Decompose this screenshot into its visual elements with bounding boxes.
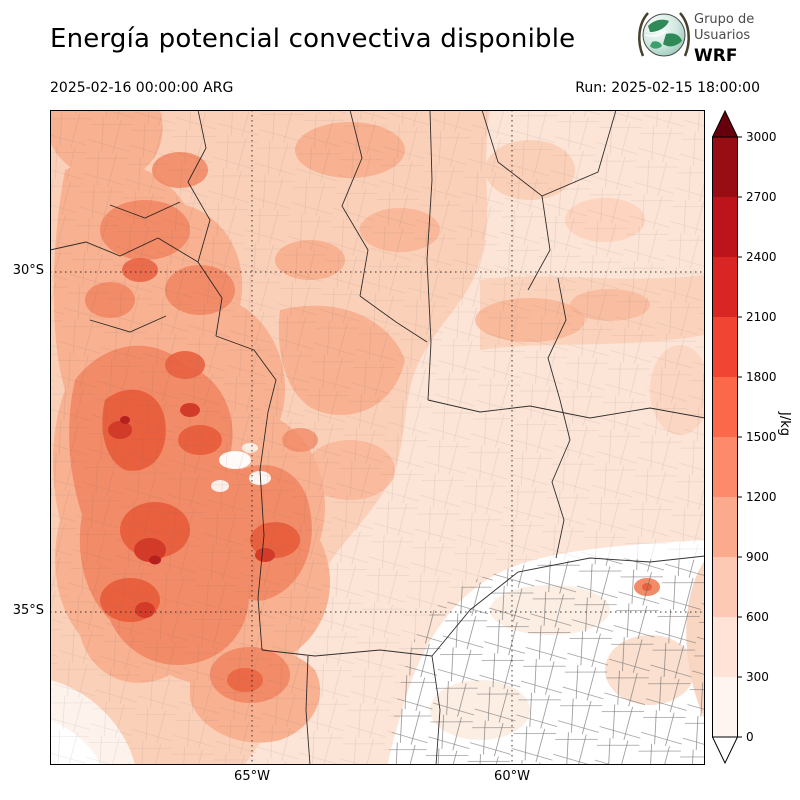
map-frame <box>50 110 705 765</box>
colorbar-segment <box>712 557 738 617</box>
colorbar-units-label: J/kg <box>777 412 792 436</box>
colorbar-segment <box>712 137 738 197</box>
department-boundaries <box>50 110 705 765</box>
colorbar-tick-label: 300 <box>746 670 769 684</box>
valid-time-label: 2025-02-16 00:00:00 ARG <box>50 80 234 96</box>
run-time-label: Run: 2025-02-15 18:00:00 <box>575 80 760 96</box>
province-boundaries <box>50 110 705 765</box>
colorbar-tick-label: 2700 <box>746 190 777 204</box>
colorbar-segment <box>712 377 738 437</box>
colorbar-tick-label: 0 <box>746 730 754 744</box>
colorbar-tick-label: 3000 <box>746 130 777 144</box>
lon-label-60w: 60°W <box>494 769 530 784</box>
colorbar-arrow-top <box>712 110 739 138</box>
lat-label-35s: 35°S <box>12 603 44 618</box>
colorbar-segment <box>712 257 738 317</box>
map-panel <box>50 110 705 765</box>
colorbar-tick-label: 1500 <box>746 430 777 444</box>
logo-text-wrf: WRF <box>694 46 737 66</box>
colorbar-tick-label: 1200 <box>746 490 777 504</box>
colorbar-tick-label: 2100 <box>746 310 777 324</box>
colorbar-tick-label: 1800 <box>746 370 777 384</box>
colorbar-segment <box>712 317 738 377</box>
colorbar-frame <box>712 136 738 738</box>
lat-label-30s: 30°S <box>12 263 44 278</box>
colorbar-arrow-bottom <box>712 736 739 765</box>
globe-icon <box>638 12 690 57</box>
page-title: Energía potencial convectiva disponible <box>50 24 576 54</box>
cape-map <box>50 110 705 765</box>
wrf-logo: Grupo de Usuarios WRF <box>638 12 754 66</box>
colorbar-segment <box>712 497 738 557</box>
colorbar-segment <box>712 437 738 497</box>
logo-text-line2: Usuarios <box>694 28 750 43</box>
gridlines <box>50 110 705 765</box>
colorbar-tick-label: 600 <box>746 610 769 624</box>
colorbar-tick-label: 900 <box>746 550 769 564</box>
colorbar-tick-label: 2400 <box>746 250 777 264</box>
colorbar-segment <box>712 617 738 677</box>
lon-label-65w: 65°W <box>234 769 270 784</box>
colorbar-segment <box>712 197 738 257</box>
logo-text-line1: Grupo de <box>694 12 754 27</box>
colorbar-segment <box>712 677 738 737</box>
